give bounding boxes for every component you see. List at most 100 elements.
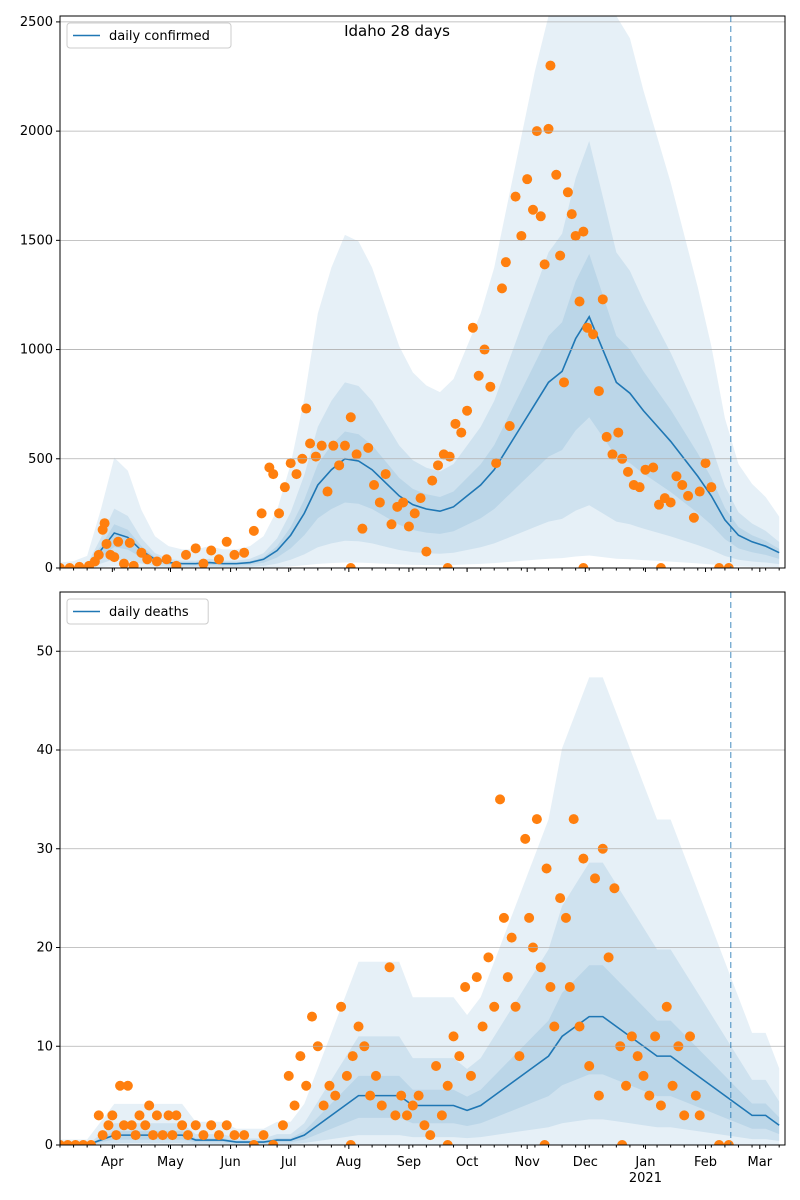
data-point <box>390 1110 401 1121</box>
data-point <box>409 508 420 519</box>
data-point <box>653 499 664 510</box>
data-point <box>206 1120 217 1131</box>
data-point <box>181 549 192 560</box>
data-point <box>161 554 172 565</box>
data-point <box>617 1140 628 1145</box>
data-point <box>163 1110 174 1121</box>
data-point <box>578 563 589 568</box>
axes-frame <box>59 591 786 1146</box>
data-point <box>285 458 296 469</box>
data-point <box>541 863 552 874</box>
data-point <box>582 322 593 333</box>
data-point <box>316 440 327 451</box>
y-tick-label: 500 <box>28 452 53 467</box>
data-point <box>190 1120 201 1131</box>
data-point <box>289 1100 300 1111</box>
legend-label: daily confirmed <box>109 29 210 44</box>
data-point <box>177 1120 188 1131</box>
data-point <box>454 1051 465 1062</box>
data-point <box>318 1100 329 1111</box>
data-point <box>363 442 374 453</box>
x-year-label: 2021 <box>629 1171 662 1186</box>
data-point <box>590 873 601 884</box>
data-point <box>574 1021 585 1032</box>
data-point <box>427 475 438 486</box>
y-tick-label: 10 <box>36 1039 53 1054</box>
data-point <box>118 1120 129 1131</box>
uncertainty-band <box>60 677 780 1145</box>
data-point <box>539 259 550 270</box>
data-point <box>450 418 461 429</box>
data-point <box>305 438 316 449</box>
data-point <box>644 1090 655 1101</box>
data-point <box>274 508 285 519</box>
data-point <box>549 1021 560 1032</box>
data-point <box>688 512 699 523</box>
data-point <box>436 1110 447 1121</box>
data-point <box>413 1090 424 1101</box>
data-point <box>398 497 409 508</box>
data-point <box>70 1140 81 1145</box>
data-point <box>60 563 65 568</box>
data-point <box>301 403 312 414</box>
x-tick-label: Aug <box>336 1155 361 1170</box>
data-point <box>256 508 267 519</box>
data-point <box>115 1080 126 1091</box>
y-tick-label: 50 <box>36 644 53 659</box>
data-point <box>283 1070 294 1081</box>
y-tick-label: 2000 <box>20 124 53 139</box>
data-point <box>171 560 182 568</box>
data-point <box>498 912 509 923</box>
data-point <box>621 1080 632 1091</box>
data-point <box>229 549 240 560</box>
data-point <box>601 431 612 442</box>
data-point <box>357 523 368 534</box>
data-point <box>239 1130 250 1141</box>
data-point <box>93 549 104 560</box>
y-tick-label: 20 <box>36 941 53 956</box>
data-point <box>190 543 201 554</box>
data-point <box>584 1061 595 1071</box>
data-point <box>578 853 589 864</box>
data-point <box>661 1001 672 1012</box>
data-point <box>555 893 566 904</box>
data-point <box>78 1140 89 1145</box>
data-point <box>64 563 75 568</box>
data-point <box>396 1090 407 1101</box>
data-point <box>638 1070 649 1081</box>
data-point <box>431 1061 442 1071</box>
data-point <box>142 554 153 565</box>
data-point <box>465 1070 476 1081</box>
data-point <box>495 794 506 805</box>
data-point <box>442 1080 453 1091</box>
data-point <box>324 1080 335 1091</box>
chart-title: Idaho 28 days <box>344 22 450 40</box>
x-tick-label: Dec <box>573 1155 598 1170</box>
data-point <box>559 377 570 388</box>
data-point <box>347 1051 358 1062</box>
data-point <box>700 458 711 469</box>
data-point <box>510 191 521 202</box>
data-point <box>597 294 608 305</box>
data-point <box>239 547 250 558</box>
data-point <box>491 458 502 469</box>
data-point <box>522 174 533 185</box>
data-point <box>593 386 604 397</box>
data-point <box>677 479 688 490</box>
y-tick-label: 40 <box>36 743 53 758</box>
data-point <box>322 486 333 497</box>
data-point <box>93 1110 104 1121</box>
data-point <box>524 912 535 923</box>
data-point <box>545 982 556 992</box>
data-point <box>442 1140 453 1145</box>
data-point <box>593 1090 604 1101</box>
data-point <box>496 283 507 294</box>
uncertainty-band <box>60 862 780 1145</box>
data-point <box>221 536 232 547</box>
data-point <box>380 469 391 480</box>
data-point <box>118 558 129 568</box>
data-point <box>307 1011 318 1022</box>
data-point <box>99 518 110 529</box>
data-point <box>384 962 395 973</box>
